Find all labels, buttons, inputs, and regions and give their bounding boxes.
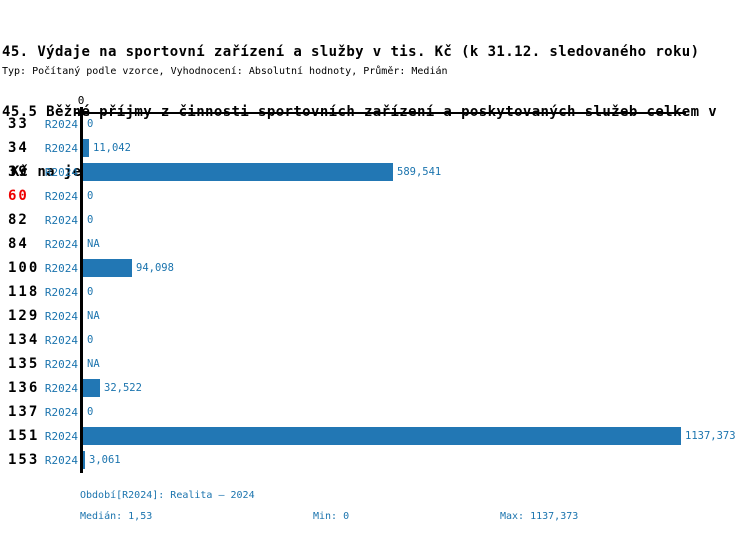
value-label: 0 [87,118,94,130]
value-label: NA [87,310,100,322]
chart-subtitle-meta: Typ: Počítaný podle vzorce, Vyhodnocení:… [2,66,448,77]
y-axis-line [80,107,83,473]
category-label: 82 [8,212,29,228]
value-label: 0 [87,190,94,202]
chart-row: 153 R2024 3,061 [0,448,750,472]
category-label: 129 [8,308,40,324]
chart-row: 129 R2024 NA [0,304,750,328]
category-label: 134 [8,332,40,348]
x-axis-tick-zero: 0 [77,94,85,107]
series-label: R2024 [44,238,78,251]
bar-chart-rows: 33 R2024 0 34 R2024 11,042 39 R2024 589,… [0,112,750,472]
series-label: R2024 [44,166,78,179]
chart-row: 151 R2024 1137,373 [0,424,750,448]
chart-row: 137 R2024 0 [0,400,750,424]
series-label: R2024 [44,214,78,227]
series-label: R2024 [44,286,78,299]
footer-max: Max: 1137,373 [500,511,579,522]
bar[interactable] [83,163,393,181]
bar[interactable] [83,427,681,445]
x-axis-line [74,112,686,114]
value-label: NA [87,358,100,370]
bar[interactable] [83,259,132,277]
value-label: NA [87,238,100,250]
category-label: 39 [8,164,29,180]
value-label: 3,061 [89,454,121,466]
chart-row: 118 R2024 0 [0,280,750,304]
series-label: R2024 [44,406,78,419]
footer-median: Medián: 1,53 [80,511,153,522]
category-label: 100 [8,260,40,276]
chart-row: 136 R2024 32,522 [0,376,750,400]
category-label: 151 [8,428,40,444]
chart-row: 82 R2024 0 [0,208,750,232]
series-label: R2024 [44,118,78,131]
bar[interactable] [83,379,100,397]
series-label: R2024 [44,358,78,371]
title-line-1: 45. Výdaje na sportovní zařízení a služb… [2,44,700,60]
value-label: 0 [87,214,94,226]
series-label: R2024 [44,310,78,323]
footer-period: Období[R2024]: Realita – 2024 [80,490,255,501]
value-label: 0 [87,406,94,418]
category-label: 84 [8,236,29,252]
category-label: 137 [8,404,40,420]
series-label: R2024 [44,334,78,347]
chart-row: 34 R2024 11,042 [0,136,750,160]
chart-row: 100 R2024 94,098 [0,256,750,280]
value-label: 32,522 [104,382,142,394]
footer-min: Min: 0 [313,511,350,522]
series-label: R2024 [44,454,78,467]
chart-row: 135 R2024 NA [0,352,750,376]
value-label: 11,042 [93,142,131,154]
chart-row: 84 R2024 NA [0,232,750,256]
chart-row: 33 R2024 0 [0,112,750,136]
chart-row: 60 R2024 0 [0,184,750,208]
series-label: R2024 [44,142,78,155]
value-label: 0 [87,334,94,346]
series-label: R2024 [44,262,78,275]
category-label: 153 [8,452,40,468]
series-label: R2024 [44,382,78,395]
category-label: 118 [8,284,40,300]
chart-row: 134 R2024 0 [0,328,750,352]
bar[interactable] [83,451,85,469]
category-label: 33 [8,116,29,132]
series-label: R2024 [44,430,78,443]
category-label: 34 [8,140,29,156]
category-label: 135 [8,356,40,372]
bar[interactable] [83,139,89,157]
value-label: 1137,373 [685,430,736,442]
value-label: 94,098 [136,262,174,274]
category-label: 60 [8,188,29,204]
chart-title: 45. Výdaje na sportovní zařízení a služb… [2,3,717,202]
value-label: 0 [87,286,94,298]
chart-row: 39 R2024 589,541 [0,160,750,184]
series-label: R2024 [44,190,78,203]
value-label: 589,541 [397,166,442,178]
category-label: 136 [8,380,40,396]
